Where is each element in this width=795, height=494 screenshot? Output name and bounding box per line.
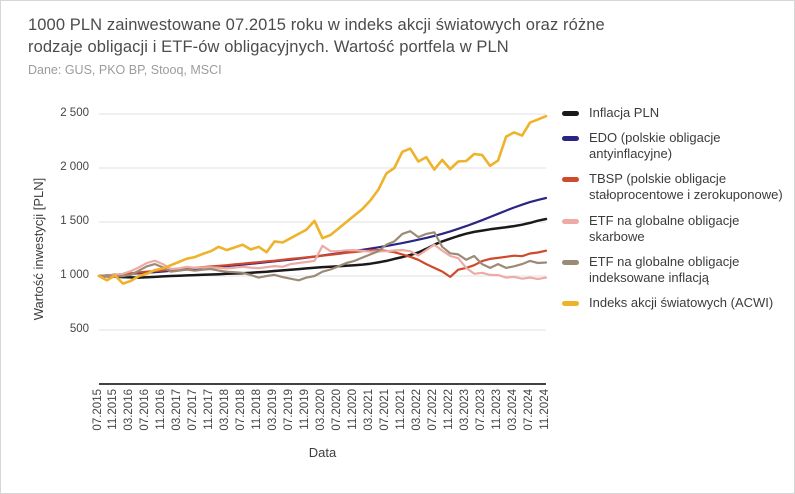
legend-label: ETF na globalne obligacje indeksowane in… [589, 253, 740, 285]
legend-label: ETF na globalne obligacje skarbowe [589, 212, 740, 244]
x-tick-label: 11.2024 [538, 389, 551, 430]
x-tick-label: 07.2020 [330, 389, 343, 431]
legend-item-3: ETF na globalne obligacje skarbowe [562, 213, 792, 245]
legend-item-5: Indeks akcji światowych (ACWI) [562, 295, 792, 311]
legend-swatch [562, 177, 579, 183]
legend-item-1: EDO (polskie obligacje antyinflacyjne) [562, 130, 792, 162]
legend-item-0: Inflacja PLN [562, 105, 792, 121]
x-tick-label: 07.2017 [187, 389, 200, 431]
x-tick-label: 07.2015 [91, 389, 104, 431]
x-tick-label: 07.2019 [283, 389, 296, 431]
x-tick-label: 03.2017 [171, 389, 184, 431]
legend-label: Inflacja PLN [589, 105, 660, 120]
series-line-3 [97, 243, 548, 281]
x-tick-label: 07.2016 [139, 389, 152, 431]
legend-label: Indeks akcji światowych (ACWI) [589, 294, 774, 310]
x-tick-label: 03.2024 [506, 389, 519, 431]
x-tick-label: 11.2018 [251, 389, 264, 430]
x-tick-label: 07.2022 [426, 389, 439, 431]
x-tick-label: 07.2021 [378, 389, 391, 431]
series-line-5 [97, 114, 548, 285]
y-tick-label: 1 500 [60, 215, 89, 227]
legend-swatch [562, 300, 579, 306]
chart-source: Dane: GUS, PKO BP, Stooq, MSCI [28, 63, 222, 77]
x-tick-label: 11.2017 [203, 389, 216, 430]
y-tick-label: 2 000 [60, 161, 89, 173]
legend-label: EDO (polskie obligacje antyinflacyjne) [589, 130, 721, 162]
chart-title-line-1: 1000 PLN zainwestowane 07.2015 roku w in… [28, 16, 605, 34]
x-tick-label: 07.2018 [235, 389, 248, 431]
x-tick-label: 11.2019 [299, 389, 312, 430]
x-tick-label: 11.2023 [490, 389, 503, 430]
legend-item-4: ETF na globalne obligacje indeksowane in… [562, 254, 792, 286]
legend: Inflacja PLN EDO (polskie obligacje antyi… [562, 105, 792, 320]
x-tick-label: 07.2024 [522, 389, 535, 431]
legend-label: TBSP (polskie obligacje stałoprocentowe … [589, 171, 783, 203]
x-tick-label: 03.2020 [315, 389, 327, 431]
x-tick-label: 07.2023 [474, 389, 487, 431]
y-tick-label: 2 500 [60, 107, 89, 119]
x-tick-label: 11.2015 [107, 389, 120, 430]
x-tick-label: 11.2016 [155, 389, 168, 430]
x-axis-title: Data [308, 445, 337, 460]
x-tick-label: 03.2019 [267, 389, 280, 431]
x-tick-label: 03.2018 [219, 389, 232, 431]
x-tick-label: 03.2021 [362, 389, 375, 431]
y-tick-label: 500 [69, 323, 89, 335]
legend-swatch [562, 259, 579, 265]
chart-title: 1000 PLN zainwestowane 07.2015 roku w in… [28, 15, 738, 59]
legend-swatch [562, 218, 579, 224]
x-tick-label: 11.2020 [346, 389, 359, 430]
x-tick-label: 11.2022 [442, 389, 455, 430]
legend-swatch [562, 136, 579, 142]
y-tick-label: 1 000 [60, 269, 89, 281]
series-line-4 [97, 230, 548, 282]
x-tick-label: 11.2021 [394, 389, 407, 430]
chart-title-line-2: rodzaje obligacji i ETF-ów obligacyjnych… [28, 37, 509, 56]
legend-swatch [562, 111, 579, 116]
x-tick-label: 03.2022 [410, 389, 423, 431]
x-tick-label: 03.2016 [123, 389, 136, 431]
legend-item-2: TBSP (polskie obligacje stałoprocentowe … [562, 171, 792, 203]
series-line-0 [97, 217, 548, 279]
x-tick-label: 03.2023 [458, 389, 471, 431]
